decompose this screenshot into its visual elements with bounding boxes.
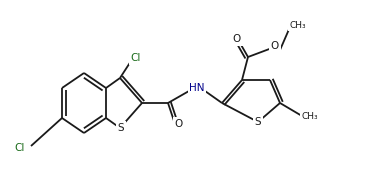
Text: CH₃: CH₃ [302,112,318,121]
Text: S: S [118,123,124,133]
Text: HN: HN [189,83,205,93]
Text: O: O [233,34,241,44]
Text: S: S [255,117,261,127]
Text: Cl: Cl [15,143,25,153]
Text: CH₃: CH₃ [290,20,306,29]
Text: O: O [175,119,183,129]
Text: Cl: Cl [131,53,141,63]
Text: O: O [271,41,279,51]
